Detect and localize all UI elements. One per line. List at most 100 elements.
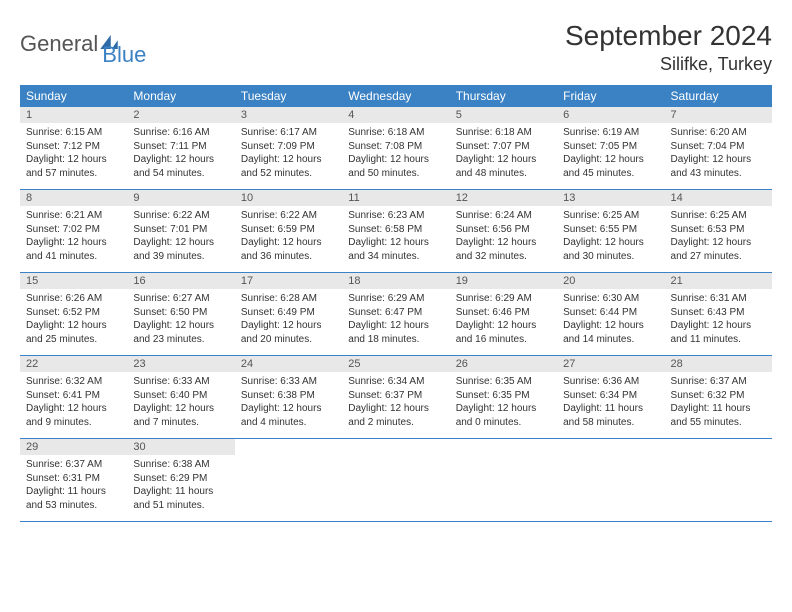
day-number: 25 bbox=[342, 356, 449, 372]
calendar-table: Sunday Monday Tuesday Wednesday Thursday… bbox=[20, 85, 772, 522]
sunrise-text: Sunrise: 6:19 AM bbox=[563, 126, 658, 140]
day-number: 23 bbox=[127, 356, 234, 372]
day-number: 19 bbox=[450, 273, 557, 289]
daylight-text: Daylight: 12 hours and 7 minutes. bbox=[133, 402, 228, 429]
sunset-text: Sunset: 7:09 PM bbox=[241, 140, 336, 154]
sunrise-text: Sunrise: 6:36 AM bbox=[563, 375, 658, 389]
weekday-header: Wednesday bbox=[342, 85, 449, 107]
calendar-day-cell: 16Sunrise: 6:27 AMSunset: 6:50 PMDayligh… bbox=[127, 273, 234, 356]
day-number: 26 bbox=[450, 356, 557, 372]
calendar-day-cell: 26Sunrise: 6:35 AMSunset: 6:35 PMDayligh… bbox=[450, 356, 557, 439]
daylight-text: Daylight: 12 hours and 20 minutes. bbox=[241, 319, 336, 346]
calendar-day-cell: 30 Sunrise: 6:38 AMSunset: 6:29 PMDayligh… bbox=[127, 439, 234, 522]
day-details: Sunrise: 6:37 AMSunset: 6:32 PMDaylight:… bbox=[665, 372, 772, 432]
calendar-day-cell: 23 Sunrise: 6:33 AMSunset: 6:40 PMDayligh… bbox=[127, 356, 234, 439]
daylight-text: Daylight: 12 hours and 0 minutes. bbox=[456, 402, 551, 429]
daylight-text: Daylight: 12 hours and 32 minutes. bbox=[456, 236, 551, 263]
sunrise-text: Sunrise: 6:28 AM bbox=[241, 292, 336, 306]
calendar-week-row: 22Sunrise: 6:32 AMSunset: 6:41 PMDayligh… bbox=[20, 356, 772, 439]
day-details: Sunrise: 6:25 AMSunset: 6:53 PMDaylight:… bbox=[665, 206, 772, 266]
day-number: 16 bbox=[127, 273, 234, 289]
daylight-text: Daylight: 12 hours and 2 minutes. bbox=[348, 402, 443, 429]
calendar-day-cell: 27Sunrise: 6:36 AMSunset: 6:34 PMDayligh… bbox=[557, 356, 664, 439]
day-details: Sunrise: 6:31 AMSunset: 6:43 PMDaylight:… bbox=[665, 289, 772, 349]
calendar-week-row: 1Sunrise: 6:15 AMSunset: 7:12 PMDaylight… bbox=[20, 107, 772, 190]
calendar-week-row: 8Sunrise: 6:21 AMSunset: 7:02 PMDaylight… bbox=[20, 190, 772, 273]
sunset-text: Sunset: 6:46 PM bbox=[456, 306, 551, 320]
day-number: 30 bbox=[127, 439, 234, 455]
day-details: Sunrise: 6:19 AMSunset: 7:05 PMDaylight:… bbox=[557, 123, 664, 183]
sunset-text: Sunset: 7:08 PM bbox=[348, 140, 443, 154]
day-number: 1 bbox=[20, 107, 127, 123]
calendar-day-cell: 17Sunrise: 6:28 AMSunset: 6:49 PMDayligh… bbox=[235, 273, 342, 356]
sunset-text: Sunset: 6:31 PM bbox=[26, 472, 121, 486]
day-details: Sunrise: 6:18 AMSunset: 7:08 PMDaylight:… bbox=[342, 123, 449, 183]
daylight-text: Daylight: 12 hours and 27 minutes. bbox=[671, 236, 766, 263]
sunrise-text: Sunrise: 6:38 AM bbox=[133, 458, 228, 472]
day-details: Sunrise: 6:27 AMSunset: 6:50 PMDaylight:… bbox=[127, 289, 234, 349]
daylight-text: Daylight: 12 hours and 57 minutes. bbox=[26, 153, 121, 180]
sunrise-text: Sunrise: 6:33 AM bbox=[133, 375, 228, 389]
calendar-day-cell: 2Sunrise: 6:16 AMSunset: 7:11 PMDaylight… bbox=[127, 107, 234, 190]
calendar-day-cell: 12Sunrise: 6:24 AMSunset: 6:56 PMDayligh… bbox=[450, 190, 557, 273]
day-number: 7 bbox=[665, 107, 772, 123]
calendar-day-cell: 8Sunrise: 6:21 AMSunset: 7:02 PMDaylight… bbox=[20, 190, 127, 273]
calendar-day-cell: 6Sunrise: 6:19 AMSunset: 7:05 PMDaylight… bbox=[557, 107, 664, 190]
daylight-text: Daylight: 12 hours and 23 minutes. bbox=[133, 319, 228, 346]
sunset-text: Sunset: 7:11 PM bbox=[133, 140, 228, 154]
calendar-day-cell: 24Sunrise: 6:33 AMSunset: 6:38 PMDayligh… bbox=[235, 356, 342, 439]
sunrise-text: Sunrise: 6:22 AM bbox=[241, 209, 336, 223]
calendar-day-cell: 19 Sunrise: 6:29 AMSunset: 6:46 PMDayligh… bbox=[450, 273, 557, 356]
title-block: September 2024 Silifke, Turkey bbox=[565, 20, 772, 75]
sunset-text: Sunset: 6:52 PM bbox=[26, 306, 121, 320]
day-details: Sunrise: 6:18 AMSunset: 7:07 PMDaylight:… bbox=[450, 123, 557, 183]
sunrise-text: Sunrise: 6:17 AM bbox=[241, 126, 336, 140]
sunset-text: Sunset: 6:56 PM bbox=[456, 223, 551, 237]
sunset-text: Sunset: 6:40 PM bbox=[133, 389, 228, 403]
daylight-text: Daylight: 11 hours and 51 minutes. bbox=[133, 485, 228, 512]
sunset-text: Sunset: 7:01 PM bbox=[133, 223, 228, 237]
calendar-day-cell: 7Sunrise: 6:20 AMSunset: 7:04 PMDaylight… bbox=[665, 107, 772, 190]
day-number: 27 bbox=[557, 356, 664, 372]
sunset-text: Sunset: 7:02 PM bbox=[26, 223, 121, 237]
daylight-text: Daylight: 12 hours and 14 minutes. bbox=[563, 319, 658, 346]
sunrise-text: Sunrise: 6:18 AM bbox=[456, 126, 551, 140]
sunrise-text: Sunrise: 6:34 AM bbox=[348, 375, 443, 389]
sunrise-text: Sunrise: 6:21 AM bbox=[26, 209, 121, 223]
day-number: 10 bbox=[235, 190, 342, 206]
sunrise-text: Sunrise: 6:37 AM bbox=[671, 375, 766, 389]
day-number: 13 bbox=[557, 190, 664, 206]
sunset-text: Sunset: 7:05 PM bbox=[563, 140, 658, 154]
daylight-text: Daylight: 12 hours and 25 minutes. bbox=[26, 319, 121, 346]
calendar-day-cell: 20Sunrise: 6:30 AMSunset: 6:44 PMDayligh… bbox=[557, 273, 664, 356]
weekday-header: Tuesday bbox=[235, 85, 342, 107]
calendar-day-cell: 28Sunrise: 6:37 AMSunset: 6:32 PMDayligh… bbox=[665, 356, 772, 439]
day-details: Sunrise: 6:15 AMSunset: 7:12 PMDaylight:… bbox=[20, 123, 127, 183]
daylight-text: Daylight: 12 hours and 18 minutes. bbox=[348, 319, 443, 346]
month-title: September 2024 bbox=[565, 20, 772, 52]
day-details: Sunrise: 6:21 AMSunset: 7:02 PMDaylight:… bbox=[20, 206, 127, 266]
day-details: Sunrise: 6:20 AMSunset: 7:04 PMDaylight:… bbox=[665, 123, 772, 183]
calendar-day-cell: 13Sunrise: 6:25 AMSunset: 6:55 PMDayligh… bbox=[557, 190, 664, 273]
sunrise-text: Sunrise: 6:29 AM bbox=[456, 292, 551, 306]
daylight-text: Daylight: 11 hours and 55 minutes. bbox=[671, 402, 766, 429]
calendar-day-cell: 21Sunrise: 6:31 AMSunset: 6:43 PMDayligh… bbox=[665, 273, 772, 356]
daylight-text: Daylight: 12 hours and 16 minutes. bbox=[456, 319, 551, 346]
calendar-day-cell: 5Sunrise: 6:18 AMSunset: 7:07 PMDaylight… bbox=[450, 107, 557, 190]
logo-text-blue: Blue bbox=[102, 42, 146, 68]
calendar-day-cell: 22Sunrise: 6:32 AMSunset: 6:41 PMDayligh… bbox=[20, 356, 127, 439]
sunset-text: Sunset: 6:29 PM bbox=[133, 472, 228, 486]
sunrise-text: Sunrise: 6:25 AM bbox=[563, 209, 658, 223]
sunset-text: Sunset: 6:34 PM bbox=[563, 389, 658, 403]
day-number: 20 bbox=[557, 273, 664, 289]
sunset-text: Sunset: 6:58 PM bbox=[348, 223, 443, 237]
day-details: Sunrise: 6:22 AMSunset: 6:59 PMDaylight:… bbox=[235, 206, 342, 266]
weekday-header: Friday bbox=[557, 85, 664, 107]
daylight-text: Daylight: 12 hours and 52 minutes. bbox=[241, 153, 336, 180]
sunrise-text: Sunrise: 6:16 AM bbox=[133, 126, 228, 140]
day-details: Sunrise: 6:32 AMSunset: 6:41 PMDaylight:… bbox=[20, 372, 127, 432]
sunrise-text: Sunrise: 6:31 AM bbox=[671, 292, 766, 306]
day-number: 24 bbox=[235, 356, 342, 372]
sunrise-text: Sunrise: 6:29 AM bbox=[348, 292, 443, 306]
day-details: Sunrise: 6:35 AMSunset: 6:35 PMDaylight:… bbox=[450, 372, 557, 432]
